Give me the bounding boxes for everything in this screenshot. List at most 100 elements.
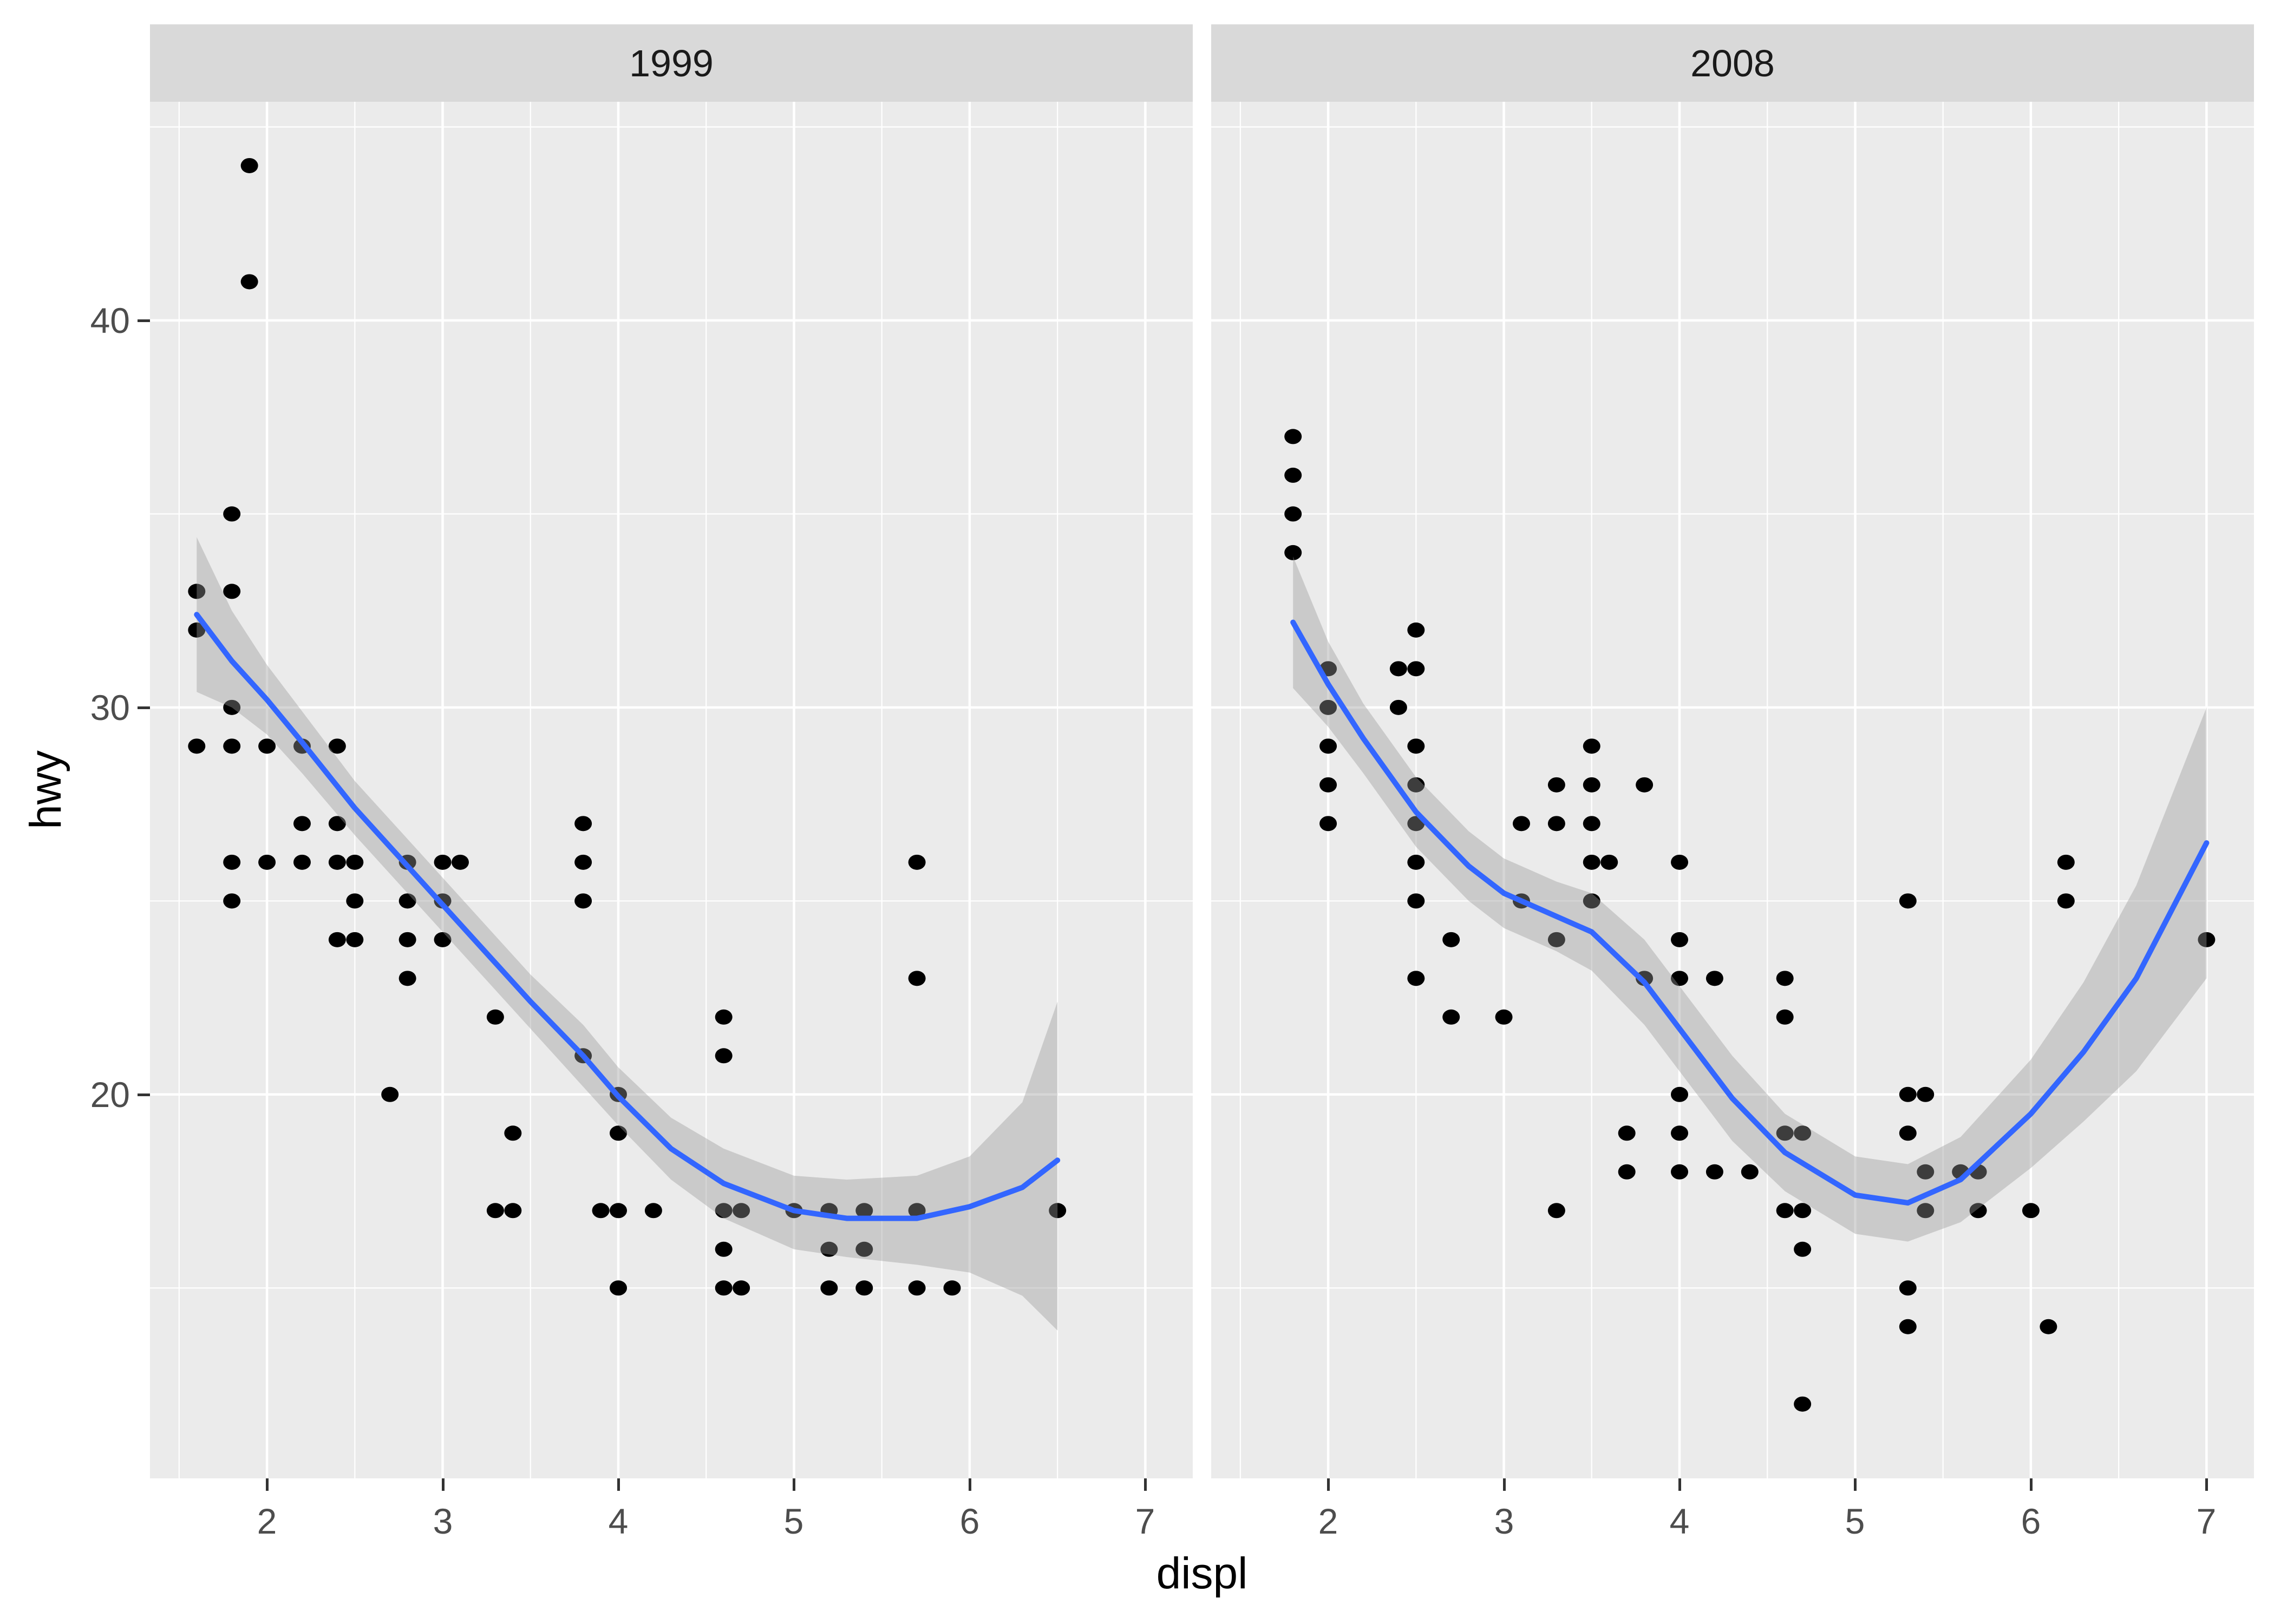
data-point: [943, 1280, 961, 1296]
y-tick-mark: [138, 706, 150, 709]
plot-panel-1999: [150, 102, 1193, 1478]
data-point: [1407, 661, 1425, 677]
data-point: [1899, 893, 1917, 909]
x-tick-mark: [1678, 1478, 1681, 1491]
data-point: [1389, 699, 1407, 715]
confidence-band: [197, 537, 1058, 1331]
y-tick-label: 20: [90, 1075, 130, 1115]
data-point: [908, 971, 926, 986]
x-tick-mark: [793, 1478, 795, 1491]
x-tick-mark: [2205, 1478, 2208, 1491]
data-point: [715, 1048, 733, 1064]
data-point: [1899, 1280, 1917, 1296]
data-point: [1583, 738, 1600, 754]
x-tick-label: 2: [257, 1501, 277, 1541]
data-point: [715, 1241, 733, 1257]
data-point: [1706, 971, 1723, 986]
data-point: [610, 1280, 628, 1296]
data-point: [328, 816, 346, 831]
data-point: [1284, 545, 1302, 560]
data-point: [2022, 1203, 2040, 1219]
x-tick-label: 3: [433, 1501, 453, 1541]
data-point: [258, 854, 276, 870]
data-point: [1776, 1125, 1794, 1141]
data-point: [1794, 1203, 1812, 1219]
data-point: [1442, 932, 1460, 947]
data-point: [328, 738, 346, 754]
data-point: [2198, 932, 2216, 947]
data-point: [1794, 1396, 1812, 1412]
data-point: [1583, 854, 1600, 870]
data-point: [223, 506, 241, 522]
data-point: [908, 1280, 926, 1296]
x-tick-mark: [266, 1478, 269, 1491]
x-tick-mark: [617, 1478, 620, 1491]
facet-strip-2008: 2008: [1211, 24, 2254, 102]
data-point: [223, 854, 241, 870]
data-point: [486, 1203, 504, 1219]
smooth-line: [194, 612, 1061, 1221]
y-tick-mark: [138, 319, 150, 322]
data-point: [1284, 429, 1302, 444]
data-point: [1776, 971, 1794, 986]
data-point: [1671, 854, 1689, 870]
data-point: [346, 854, 364, 870]
data-point: [715, 1009, 733, 1025]
data-point: [574, 893, 592, 909]
data-point: [1547, 1203, 1565, 1219]
data-point: [610, 1203, 628, 1219]
x-tick-label: 6: [959, 1501, 980, 1541]
x-tick-mark: [1503, 1478, 1506, 1491]
data-point: [1284, 467, 1302, 483]
data-point: [293, 816, 311, 831]
y-tick-label: 30: [90, 687, 130, 728]
data-point: [240, 158, 258, 173]
data-point: [1794, 1241, 1812, 1257]
panel-background: [1211, 102, 2254, 1478]
data-point: [1547, 816, 1565, 831]
y-axis-title: hwy: [21, 750, 70, 829]
panel-plot-2008: [1211, 102, 2254, 1478]
data-point: [504, 1125, 522, 1141]
data-point: [188, 584, 206, 599]
data-point: [820, 1280, 838, 1296]
data-point: [1319, 699, 1337, 715]
x-tick-label: 7: [2196, 1501, 2217, 1541]
data-point: [1969, 1203, 1987, 1219]
data-point: [1284, 506, 1302, 522]
data-point: [855, 1280, 873, 1296]
data-point: [328, 932, 346, 947]
data-point: [346, 893, 364, 909]
data-point: [1049, 1203, 1067, 1219]
data-point: [1600, 854, 1618, 870]
data-point: [2057, 893, 2075, 909]
data-point: [1671, 1125, 1689, 1141]
data-point: [1899, 1125, 1917, 1141]
x-tick-label: 4: [608, 1501, 629, 1541]
data-point: [1407, 738, 1425, 754]
plot-panel-2008: [1211, 102, 2254, 1478]
data-point: [574, 854, 592, 870]
data-point: [1407, 854, 1425, 870]
data-point: [188, 622, 206, 638]
data-point: [1583, 777, 1600, 793]
x-tick-mark: [1327, 1478, 1330, 1491]
y-tick-label: 40: [90, 300, 130, 340]
data-point: [715, 1280, 733, 1296]
x-tick-label: 5: [783, 1501, 804, 1541]
data-point: [1407, 777, 1425, 793]
data-point: [1899, 1086, 1917, 1102]
x-tick-mark: [442, 1478, 445, 1491]
data-point: [293, 854, 311, 870]
data-point: [1671, 932, 1689, 947]
data-point: [592, 1203, 610, 1219]
data-point: [1407, 893, 1425, 909]
data-point: [644, 1203, 662, 1219]
data-point: [434, 932, 452, 947]
data-point: [1512, 816, 1530, 831]
data-point: [1671, 971, 1689, 986]
data-point: [1671, 1086, 1689, 1102]
data-point: [1583, 893, 1600, 909]
data-point: [434, 854, 452, 870]
data-point: [855, 1241, 873, 1257]
